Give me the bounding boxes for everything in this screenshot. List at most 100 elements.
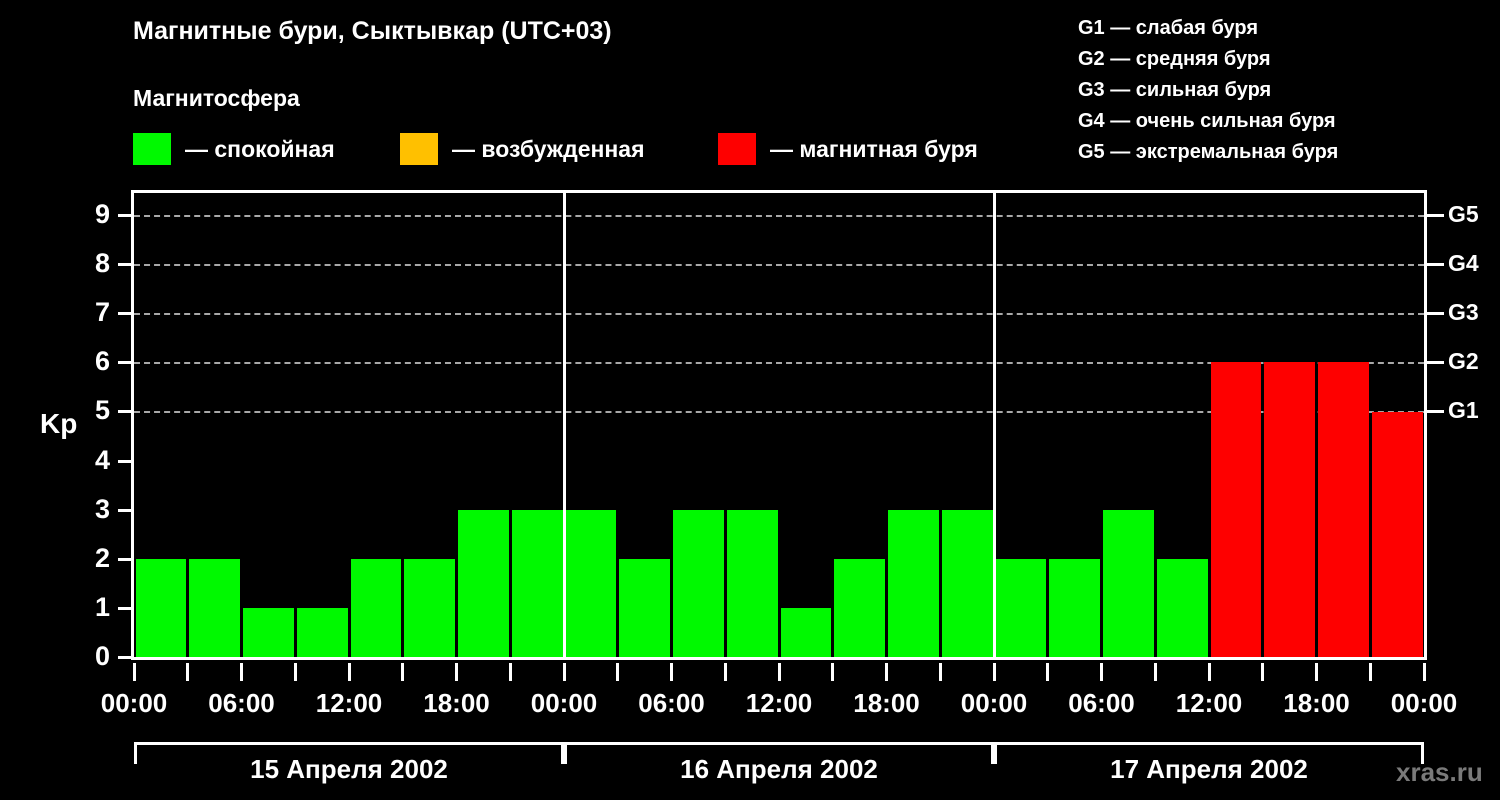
bar xyxy=(1049,558,1100,657)
g-scale-row-4: G4 — очень сильная буря xyxy=(1078,110,1336,132)
y-tick-2 xyxy=(118,557,131,561)
bar xyxy=(511,509,563,657)
x-tick xyxy=(1153,663,1157,681)
x-tick xyxy=(562,663,566,681)
x-tick xyxy=(1100,663,1103,681)
gridline-kp-7 xyxy=(134,313,1424,316)
y-tick-label-1: 1 xyxy=(94,591,110,622)
bar xyxy=(726,509,778,657)
x-tick xyxy=(132,663,136,681)
x-tick xyxy=(455,663,458,681)
x-tick xyxy=(1046,663,1050,681)
date-label: 15 Апреля 2002 xyxy=(250,754,448,784)
x-tick xyxy=(240,663,243,681)
y-tick-label-2: 2 xyxy=(94,542,110,573)
bar xyxy=(1371,411,1423,657)
bar xyxy=(404,558,455,657)
legend-swatch-storm-icon xyxy=(718,133,756,165)
y-tick-5 xyxy=(118,410,131,414)
gridline-kp-5 xyxy=(134,411,1424,414)
x-tick xyxy=(293,663,297,681)
page-title: Магнитные бури, Сыктывкар (UTC+03) xyxy=(133,17,612,45)
x-tick xyxy=(347,663,351,681)
date-label: 16 Апреля 2002 xyxy=(680,754,878,784)
legend-item-storm: — магнитная буря xyxy=(718,133,978,165)
magnetosphere-heading: Магнитосфера xyxy=(133,85,300,111)
g-tick-G2 xyxy=(1427,361,1444,365)
x-tick-label: 12:00 xyxy=(745,688,813,718)
date-bracket xyxy=(994,742,1424,764)
gridline-kp-6 xyxy=(134,362,1424,365)
x-tick xyxy=(670,663,673,681)
x-tick-label: 18:00 xyxy=(853,688,920,718)
y-tick-label-4: 4 xyxy=(94,444,110,475)
bar xyxy=(780,607,832,657)
bar xyxy=(243,607,294,657)
x-tick xyxy=(1261,663,1265,681)
plot-area xyxy=(131,190,1427,660)
x-tick xyxy=(885,663,888,681)
bar xyxy=(1156,558,1208,657)
g-scale-row-5: G5 — экстремальная буря xyxy=(1078,141,1339,163)
legend-item-quiet: — спокойная xyxy=(133,133,335,165)
x-tick-label: 06:00 xyxy=(1068,688,1135,718)
x-tick xyxy=(1422,663,1426,681)
bar xyxy=(1264,362,1315,657)
x-tick-label: 18:00 xyxy=(1283,688,1350,718)
x-tick-label: 00:00 xyxy=(1390,688,1458,718)
x-tick xyxy=(1207,663,1211,681)
legend-label-unsettled: — возбужденная xyxy=(452,135,645,162)
plot-inner xyxy=(134,193,1424,657)
bar xyxy=(834,558,885,657)
x-tick-label: 06:00 xyxy=(638,688,705,718)
y-tick-label-5: 5 xyxy=(94,395,110,426)
y-tick-6 xyxy=(118,361,131,365)
x-tick-label: 00:00 xyxy=(960,688,1028,718)
gridline-kp-9 xyxy=(134,215,1424,218)
g-scale-row-1: G1 — слабая буря xyxy=(1078,17,1259,39)
gridline-kp-8 xyxy=(134,264,1424,267)
bar xyxy=(296,607,348,657)
g-scale-legend: G1 — слабая буря G2 — средняя буря G3 — си… xyxy=(1078,13,1338,168)
y-tick-label-0: 0 xyxy=(94,641,110,671)
x-tick xyxy=(938,663,942,681)
g-tick-G5 xyxy=(1427,214,1444,218)
day-separator xyxy=(562,193,566,657)
y-tick-label-7: 7 xyxy=(94,297,110,328)
x-tick xyxy=(723,663,727,681)
bar xyxy=(1318,362,1369,657)
bar xyxy=(458,509,509,657)
bar xyxy=(673,509,724,657)
bar xyxy=(619,558,670,657)
x-tick xyxy=(831,663,835,681)
watermark: xras.ru xyxy=(1396,757,1483,787)
g-tick-G3 xyxy=(1427,312,1444,316)
g-axis-label-G3: G3 xyxy=(1448,299,1479,326)
y-axis-title: Kp xyxy=(40,408,78,439)
date-bracket xyxy=(134,742,564,764)
x-tick xyxy=(508,663,512,681)
x-tick xyxy=(1368,663,1372,681)
x-tick xyxy=(992,663,996,681)
g-axis-label-G1: G1 xyxy=(1448,397,1479,424)
y-tick-8 xyxy=(118,263,131,267)
x-tick xyxy=(186,663,190,681)
y-tick-9 xyxy=(118,214,131,218)
legend-label-quiet: — спокойная xyxy=(185,135,335,162)
legend-swatch-unsettled-icon xyxy=(400,133,438,165)
x-tick-label: 18:00 xyxy=(423,688,490,718)
bar xyxy=(995,558,1047,657)
legend-item-unsettled: — возбужденная xyxy=(400,133,645,165)
y-tick-4 xyxy=(118,459,131,463)
bar xyxy=(1210,362,1262,657)
day-separator xyxy=(992,193,996,657)
x-tick xyxy=(401,663,405,681)
g-scale-row-2: G2 — средняя буря xyxy=(1078,48,1271,70)
y-tick-label-9: 9 xyxy=(94,199,110,230)
bar xyxy=(135,558,187,657)
x-tick-label: 12:00 xyxy=(1175,688,1243,718)
bar xyxy=(565,509,617,657)
bar xyxy=(888,509,939,657)
g-tick-G4 xyxy=(1427,263,1444,267)
x-tick-label: 12:00 xyxy=(315,688,383,718)
